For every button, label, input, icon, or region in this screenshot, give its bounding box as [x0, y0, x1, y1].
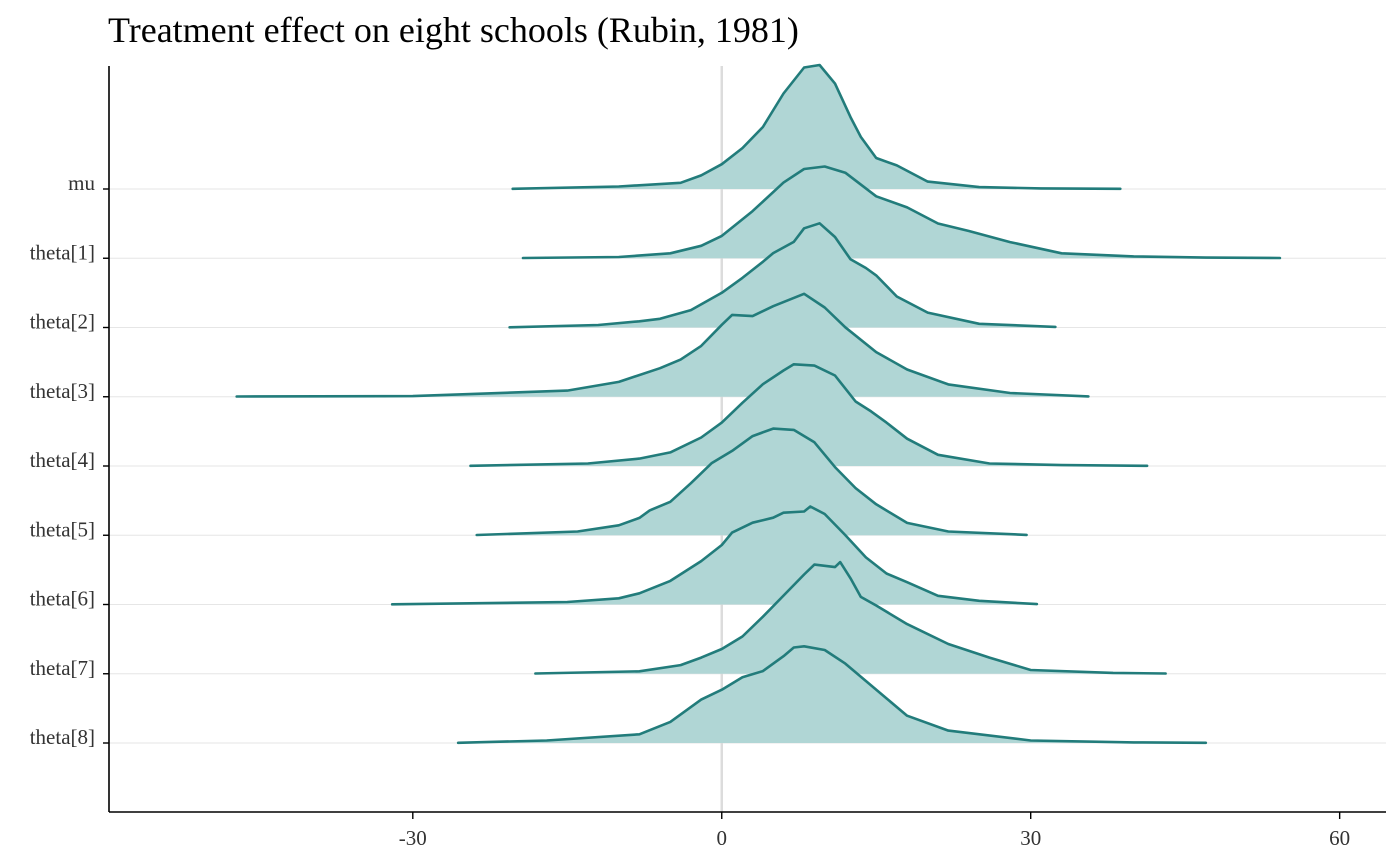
y-tick-label: mu [68, 171, 95, 195]
density-ridge-theta5 [475, 427, 1028, 537]
density-fill [476, 428, 1027, 536]
y-tick-label: theta[4] [30, 448, 95, 472]
density-line [456, 645, 1208, 745]
y-tick-label: theta[8] [30, 725, 95, 749]
density-fill [392, 506, 1037, 605]
density-line [511, 63, 1122, 191]
density-line [469, 363, 1149, 468]
density-fill [470, 364, 1148, 466]
density-fill [512, 65, 1121, 189]
density-ridge-theta8 [456, 645, 1208, 745]
density-ridge-theta2 [508, 222, 1057, 329]
density-fill [523, 166, 1280, 259]
density-ridge-theta3 [235, 292, 1090, 398]
y-tick-label: theta[6] [30, 587, 95, 611]
density-line [534, 560, 1167, 675]
x-ticks: -30 0 30 60 [399, 812, 1350, 850]
density-line [521, 165, 1282, 260]
y-tick-label: theta[5] [30, 517, 95, 541]
density-fill [535, 562, 1166, 674]
density-fill [509, 223, 1056, 328]
density-ridge-theta7 [534, 560, 1167, 675]
density-fill [236, 293, 1089, 397]
x-tick-label: 60 [1329, 826, 1350, 850]
x-tick-label: -30 [399, 826, 427, 850]
density-fill [458, 646, 1206, 743]
axes [103, 66, 1386, 813]
y-tick-label: theta[3] [30, 379, 95, 403]
y-tick-label: theta[2] [30, 310, 95, 334]
density-ridge-theta6 [390, 505, 1039, 606]
y-tick-label: theta[7] [30, 656, 95, 680]
density-ridge-mu [511, 63, 1122, 191]
density-ridge-theta4 [469, 363, 1149, 468]
x-tick-label: 0 [717, 826, 728, 850]
density-ridge-theta1 [521, 165, 1282, 260]
density-line [475, 427, 1028, 537]
density-ridges [235, 63, 1282, 745]
x-tick-label: 30 [1020, 826, 1041, 850]
y-tick-labels: mu theta[1] theta[2] theta[3] theta[4] theta[… [30, 171, 96, 749]
y-tick-label: theta[1] [30, 240, 95, 264]
density-line [508, 222, 1057, 329]
density-line [235, 292, 1090, 398]
density-line [390, 505, 1039, 606]
chart-title: Treatment effect on eight schools (Rubin… [108, 10, 799, 50]
